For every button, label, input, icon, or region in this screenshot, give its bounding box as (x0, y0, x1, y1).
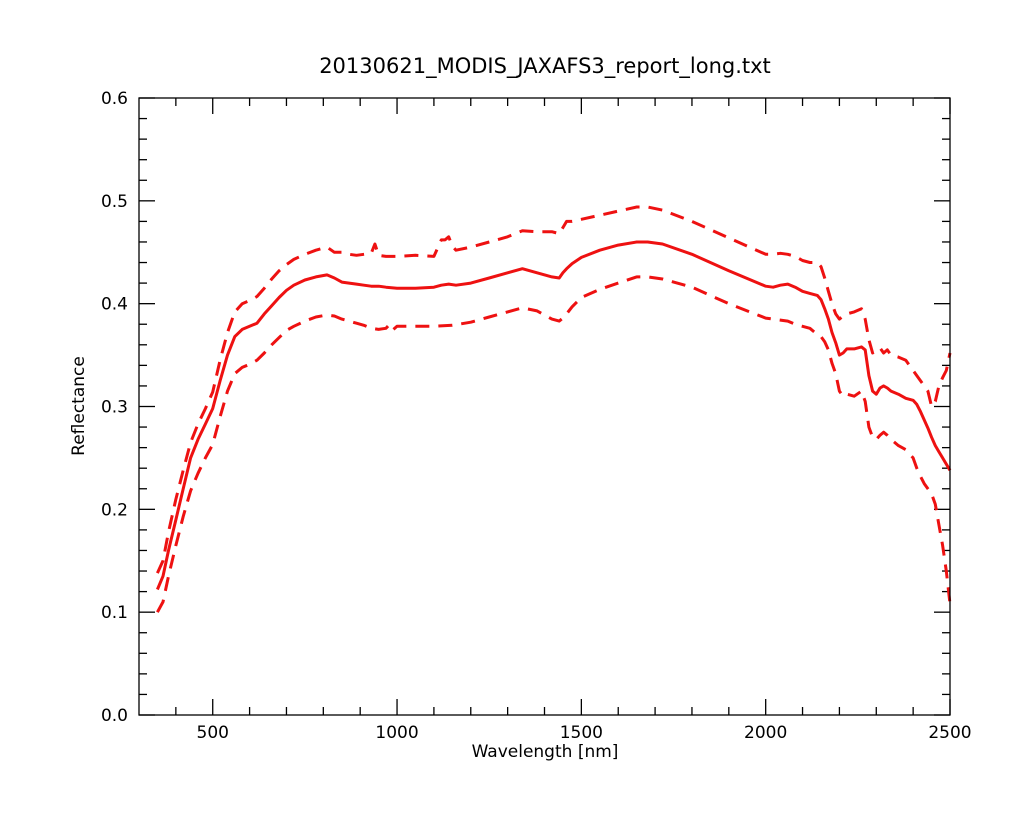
y-tick-label: 0.1 (101, 603, 128, 623)
y-tick-label: 0.6 (101, 89, 128, 109)
y-tick-label: 0.3 (101, 398, 128, 418)
chart-title: 20130621_MODIS_JAXAFS3_report_long.txt (319, 54, 771, 79)
x-tick-label: 2500 (928, 723, 971, 743)
axis-ticks: 500 1000 1500 2000 2500 0.0 0.1 0.2 0.3 0.4 0.5 0.6 (101, 89, 972, 743)
y-tick-label: 0.5 (101, 192, 128, 212)
data-series (156, 205, 952, 613)
y-tick-label: 0.4 (101, 295, 128, 315)
x-tick-label: 1000 (375, 723, 418, 743)
y-axis-label: Reflectance (69, 356, 89, 456)
x-tick-label: 1500 (560, 723, 603, 743)
reflectance-lower-bound-line (156, 275, 952, 613)
reflectance-mean-line (156, 240, 952, 591)
plot-frame (138, 97, 951, 716)
y-tick-label: 0.0 (101, 706, 128, 726)
x-tick-label: 2000 (744, 723, 787, 743)
reflectance-upper-bound-line (156, 205, 952, 574)
x-axis-label: Wavelength [nm] (472, 742, 619, 762)
x-tick-label: 500 (197, 723, 229, 743)
y-tick-label: 0.2 (101, 500, 128, 520)
